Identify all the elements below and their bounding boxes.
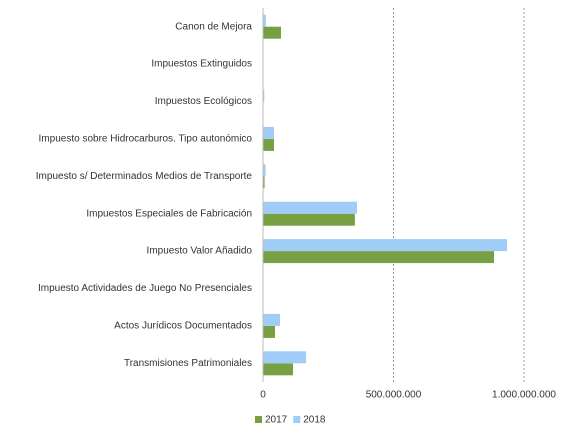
bar [263, 251, 494, 264]
y-tick-label: Impuesto Valor Añadido [147, 246, 253, 257]
bar [263, 164, 266, 177]
bar [263, 138, 274, 151]
legend-label: 2017 [265, 415, 288, 426]
bar [263, 89, 265, 102]
bar [263, 213, 355, 226]
bar [263, 363, 294, 376]
bar [263, 201, 357, 214]
legend-label: 2018 [303, 415, 326, 426]
y-tick-label: Impuesto Actividades de Juego No Presenc… [38, 283, 252, 294]
bar [263, 26, 282, 39]
bar [263, 14, 266, 27]
x-tick-label: 0 [260, 390, 266, 401]
y-tick-label: Impuesto s/ Determinados Medios de Trans… [36, 171, 253, 182]
y-tick-label: Transmisiones Patrimoniales [124, 358, 252, 369]
legend-swatch [293, 416, 301, 423]
x-tick-label: 1.000.000.000 [492, 390, 556, 401]
bar [263, 176, 265, 189]
y-tick-label: Impuestos Extinguidos [151, 59, 252, 70]
y-tick-label: Actos Jurídicos Documentados [114, 321, 252, 332]
bar [263, 239, 508, 252]
y-tick-label: Impuestos Especiales de Fabricación [86, 208, 252, 219]
legend-swatch [255, 416, 262, 423]
bar [263, 126, 274, 139]
y-tick-label: Canon de Mejora [175, 21, 252, 32]
bar [263, 313, 280, 326]
bar [263, 325, 276, 338]
x-tick-label: 500.000.000 [366, 390, 422, 401]
y-tick-label: Impuesto sobre Hidrocarburos. Tipo auton… [39, 134, 253, 145]
bar [263, 351, 307, 364]
y-tick-label: Impuestos Ecológicos [155, 96, 252, 107]
